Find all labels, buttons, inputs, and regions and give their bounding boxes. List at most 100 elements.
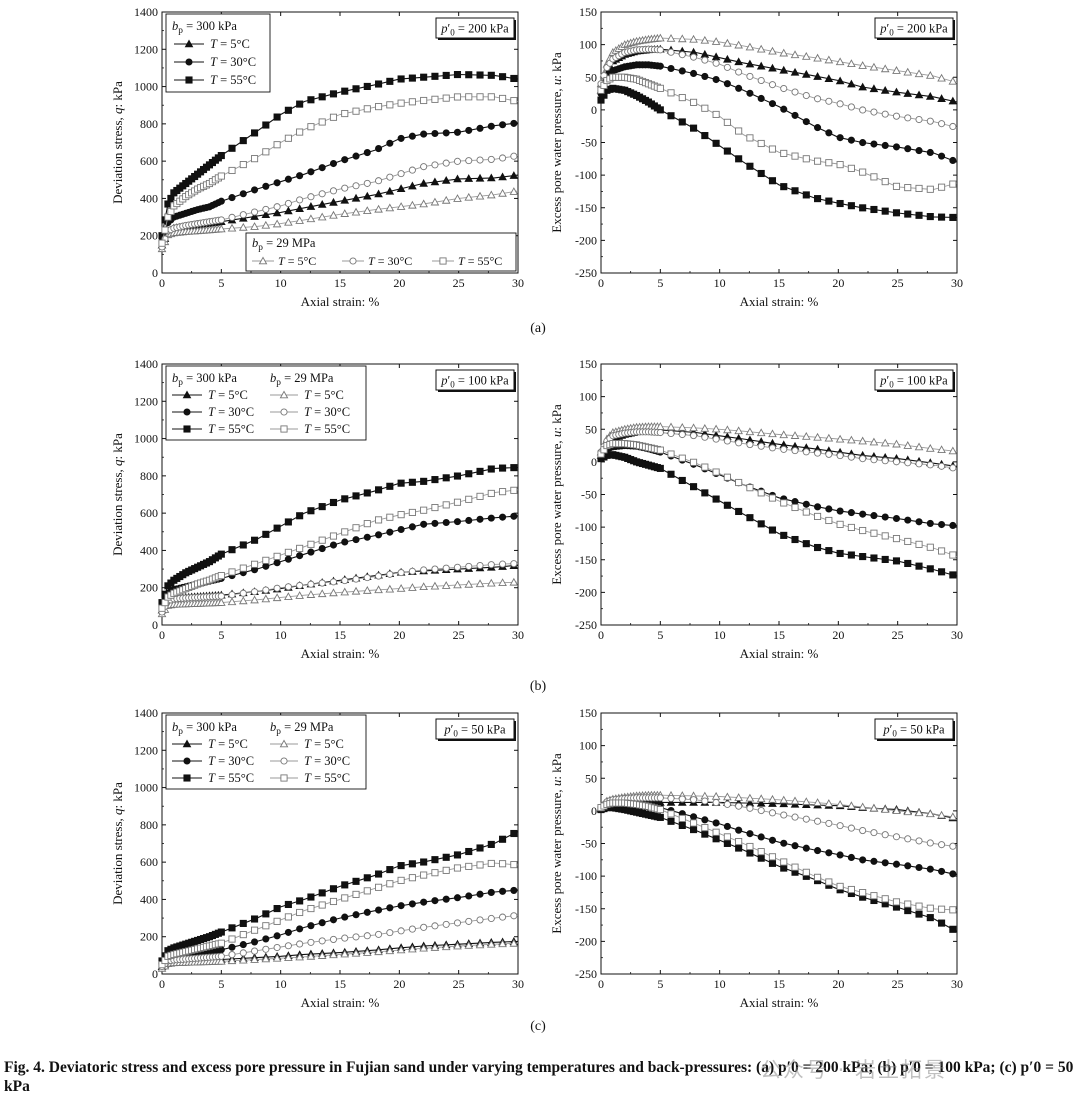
data-point <box>386 929 394 937</box>
p0-label: p′0 = 100 kPa <box>879 374 948 390</box>
data-point <box>711 424 721 433</box>
data-point <box>352 877 360 885</box>
data-point <box>284 175 292 183</box>
data-point <box>408 508 416 516</box>
data-point <box>453 851 462 859</box>
data-point <box>329 935 338 943</box>
data-point <box>318 545 326 553</box>
data-point <box>701 56 709 64</box>
data-point <box>352 911 360 919</box>
data-point <box>296 925 304 933</box>
data-point <box>881 178 889 186</box>
data-point <box>723 63 731 71</box>
data-point <box>351 948 361 957</box>
data-point <box>262 556 270 564</box>
series-square-bp29 <box>158 859 519 969</box>
data-point <box>431 161 439 169</box>
data-point <box>386 77 394 85</box>
data-point <box>261 210 271 219</box>
data-point <box>499 860 507 868</box>
data-point <box>892 860 901 868</box>
data-point <box>791 813 799 821</box>
data-point <box>476 156 484 164</box>
data-point <box>915 518 923 526</box>
data-point <box>892 535 901 543</box>
data-point <box>791 535 799 544</box>
data-point <box>870 529 878 537</box>
data-point <box>746 89 754 97</box>
data-point <box>925 91 935 100</box>
data-point <box>825 505 833 513</box>
data-point <box>386 880 394 888</box>
data-point <box>667 48 675 56</box>
data-point <box>723 792 732 801</box>
data-point <box>408 874 416 882</box>
data-point <box>509 171 519 179</box>
data-point <box>780 839 788 847</box>
data-point <box>667 89 675 97</box>
legend-label: T = 5°C <box>278 254 316 268</box>
data-point <box>284 199 292 208</box>
data-point <box>656 106 664 114</box>
data-point <box>318 93 326 101</box>
data-point <box>318 503 326 511</box>
data-point <box>836 822 844 830</box>
data-point <box>306 214 316 223</box>
data-point <box>790 796 800 805</box>
data-point <box>306 202 316 210</box>
data-point <box>881 457 889 465</box>
data-point <box>442 94 450 102</box>
data-point <box>690 796 698 804</box>
x-tick-label: 0 <box>598 977 604 991</box>
series-line <box>600 37 958 84</box>
data-point <box>926 839 934 847</box>
data-point <box>735 127 743 135</box>
data-point <box>272 219 282 228</box>
data-point <box>949 906 957 914</box>
data-point <box>790 50 800 59</box>
data-point <box>262 182 270 190</box>
data-point <box>712 59 720 67</box>
data-point <box>239 211 247 219</box>
y-tick-label: 0 <box>152 266 158 280</box>
data-point <box>273 905 281 913</box>
data-point <box>690 53 698 61</box>
data-point <box>431 922 439 930</box>
data-point <box>453 919 462 927</box>
data-point <box>228 166 236 175</box>
data-point <box>296 172 304 180</box>
data-point <box>499 154 507 162</box>
data-point <box>251 186 259 194</box>
data-point <box>656 62 664 70</box>
data-point <box>880 805 890 813</box>
data-point <box>329 897 338 906</box>
legend-frame <box>165 714 367 790</box>
data-point <box>374 204 383 213</box>
data-point <box>746 842 754 851</box>
data-point <box>836 549 844 558</box>
y-tick-label: 1400 <box>134 706 158 720</box>
data-point <box>318 190 326 198</box>
data-point <box>859 553 867 561</box>
data-point <box>261 954 271 963</box>
legend-label: T = 5°C <box>210 37 250 51</box>
data-point <box>228 951 236 959</box>
data-point <box>453 894 462 902</box>
data-point <box>228 935 236 943</box>
data-point <box>768 836 777 844</box>
x-tick-label: 20 <box>832 977 844 991</box>
data-point <box>870 857 878 865</box>
data-point <box>284 900 292 909</box>
data-point <box>915 211 923 219</box>
data-point <box>723 800 731 808</box>
data-point <box>768 526 777 534</box>
data-point <box>486 578 496 587</box>
data-point <box>509 187 519 195</box>
data-point <box>464 174 474 182</box>
data-point <box>475 940 485 949</box>
data-point <box>453 580 462 589</box>
data-point <box>431 72 439 80</box>
data-point <box>510 829 518 838</box>
data-point <box>374 189 383 198</box>
